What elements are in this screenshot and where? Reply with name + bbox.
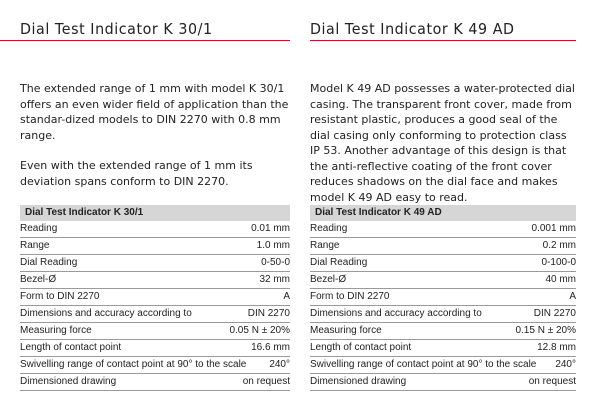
row-label: Dial Reading <box>20 257 78 268</box>
table-row: Dimensioned drawing on request <box>20 374 290 391</box>
paragraph: The extended range of 1 mm with model K … <box>20 82 289 142</box>
table-row: Dimensions and accuracy according to DIN … <box>20 306 290 323</box>
table-row: Range 1.0 mm <box>20 238 290 255</box>
description-right: Model K 49 AD possesses a water-protecte… <box>310 81 576 220</box>
table-row: Dial Reading 0-100-0 <box>310 255 576 272</box>
row-label: Measuring force <box>310 325 382 336</box>
row-value: 0-50-0 <box>261 257 290 268</box>
description-left: The extended range of 1 mm with model K … <box>20 81 290 204</box>
row-value: 0-100-0 <box>541 257 576 268</box>
row-value: 12.8 mm <box>537 342 576 353</box>
row-label: Bezel-Ø <box>310 274 347 285</box>
row-value: A <box>569 291 576 302</box>
table-row: Bezel-Ø 40 mm <box>310 272 576 289</box>
table-row: Swivelling range of contact point at 90°… <box>310 357 576 374</box>
spec-table-left: Dial Test Indicator K 30/1 Reading 0.01 m… <box>20 205 290 391</box>
row-value: 0.15 N ± 20% <box>515 325 576 336</box>
row-label: Dimensions and accuracy according to <box>310 308 482 319</box>
row-value: 32 mm <box>259 274 290 285</box>
table-row: Bezel-Ø 32 mm <box>20 272 290 289</box>
row-value: DIN 2270 <box>533 308 576 319</box>
paragraph: Even with the extended range of 1 mm its… <box>20 159 253 188</box>
row-label: Reading <box>310 223 348 234</box>
row-label: Form to DIN 2270 <box>310 291 390 302</box>
table-row: Form to DIN 2270 A <box>20 289 290 306</box>
spec-table-right: Dial Test Indicator K 49 AD Reading 0.001… <box>310 205 576 391</box>
row-label: Dial Reading <box>310 257 368 268</box>
row-value: 40 mm <box>545 274 576 285</box>
row-value: 0.01 mm <box>251 223 290 234</box>
table-row: Dimensioned drawing on request <box>310 374 576 391</box>
row-value: on request <box>528 376 576 387</box>
row-value: DIN 2270 <box>247 308 290 319</box>
table-row: Measuring force 0.05 N ± 20% <box>20 323 290 340</box>
row-label: Swivelling range of contact point at 90°… <box>310 359 537 370</box>
title-rule-left <box>0 40 290 41</box>
table-row: Reading 0.001 mm <box>310 221 576 238</box>
row-value: 0.001 mm <box>531 223 576 234</box>
row-value: 240° <box>555 359 576 370</box>
row-value: 0.2 mm <box>542 240 576 251</box>
row-value: A <box>283 291 290 302</box>
spec-table-title: Dial Test Indicator K 30/1 <box>20 205 290 221</box>
row-value: 16.6 mm <box>251 342 290 353</box>
row-value: 240° <box>269 359 290 370</box>
row-value: 0.05 N ± 20% <box>229 325 290 336</box>
row-label: Form to DIN 2270 <box>20 291 100 302</box>
table-row: Dial Reading 0-50-0 <box>20 255 290 272</box>
row-label: Range <box>20 240 50 251</box>
row-label: Measuring force <box>20 325 92 336</box>
table-row: Range 0.2 mm <box>310 238 576 255</box>
paragraph: Model K 49 AD possesses a water-protecte… <box>310 82 575 204</box>
page-title-right: Dial Test Indicator K 49 AD <box>310 20 515 38</box>
row-value: on request <box>242 376 290 387</box>
table-row: Measuring force 0.15 N ± 20% <box>310 323 576 340</box>
table-row: Length of contact point 12.8 mm <box>310 340 576 357</box>
title-rule-right <box>310 40 576 41</box>
table-row: Reading 0.01 mm <box>20 221 290 238</box>
table-row: Dimensions and accuracy according to DIN … <box>310 306 576 323</box>
table-row: Swivelling range of contact point at 90°… <box>20 357 290 374</box>
row-label: Range <box>310 240 340 251</box>
row-label: Dimensioned drawing <box>20 376 117 387</box>
row-label: Dimensioned drawing <box>310 376 407 387</box>
table-row: Length of contact point 16.6 mm <box>20 340 290 357</box>
page-title-left: Dial Test Indicator K 30/1 <box>20 20 213 38</box>
row-label: Reading <box>20 223 58 234</box>
row-value: 1.0 mm <box>256 240 290 251</box>
table-row: Form to DIN 2270 A <box>310 289 576 306</box>
spec-table-title: Dial Test Indicator K 49 AD <box>310 205 576 221</box>
row-label: Dimensions and accuracy according to <box>20 308 192 319</box>
row-label: Length of contact point <box>20 342 122 353</box>
row-label: Bezel-Ø <box>20 274 57 285</box>
row-label: Swivelling range of contact point at 90°… <box>20 359 247 370</box>
row-label: Length of contact point <box>310 342 412 353</box>
